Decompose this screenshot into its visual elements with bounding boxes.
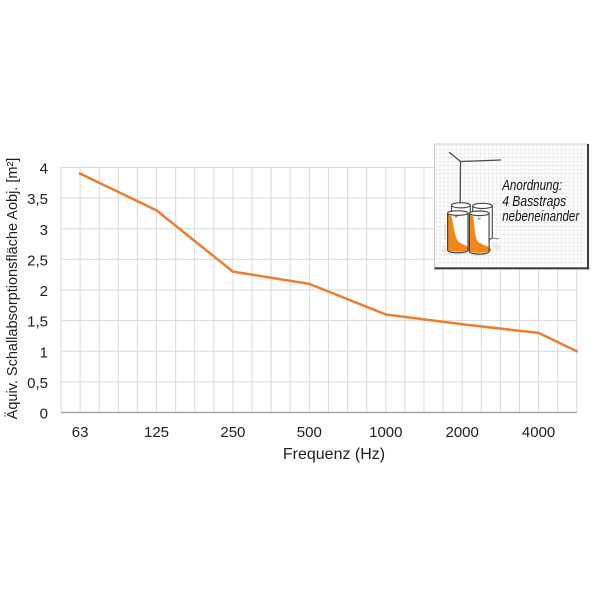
svg-text:3,5: 3,5 — [27, 191, 48, 208]
svg-text:4: 4 — [40, 161, 48, 178]
svg-text:1000: 1000 — [369, 424, 402, 441]
svg-text:2,5: 2,5 — [27, 253, 48, 270]
svg-text:1: 1 — [40, 344, 48, 361]
svg-text:125: 125 — [144, 424, 169, 441]
svg-text:500: 500 — [297, 424, 322, 441]
svg-text:4 Basstraps: 4 Basstraps — [502, 193, 566, 210]
svg-text:0: 0 — [40, 406, 48, 423]
svg-text:4000: 4000 — [522, 424, 555, 441]
svg-text:2000: 2000 — [446, 424, 479, 441]
svg-text:0,5: 0,5 — [27, 375, 48, 392]
svg-text:Frequenz (Hz): Frequenz (Hz) — [283, 446, 385, 463]
svg-text:nebeneinander: nebeneinander — [502, 208, 580, 225]
svg-text:250: 250 — [220, 424, 245, 441]
svg-text:Äquiv. Schallabsorptionsfläche: Äquiv. Schallabsorptionsfläche Aobj. [m²… — [4, 158, 21, 420]
svg-text:63: 63 — [72, 424, 89, 441]
svg-text:1,5: 1,5 — [27, 314, 48, 331]
svg-text:3: 3 — [40, 222, 48, 239]
svg-text:2: 2 — [40, 283, 48, 300]
svg-text:Anordnung:: Anordnung: — [501, 177, 562, 194]
